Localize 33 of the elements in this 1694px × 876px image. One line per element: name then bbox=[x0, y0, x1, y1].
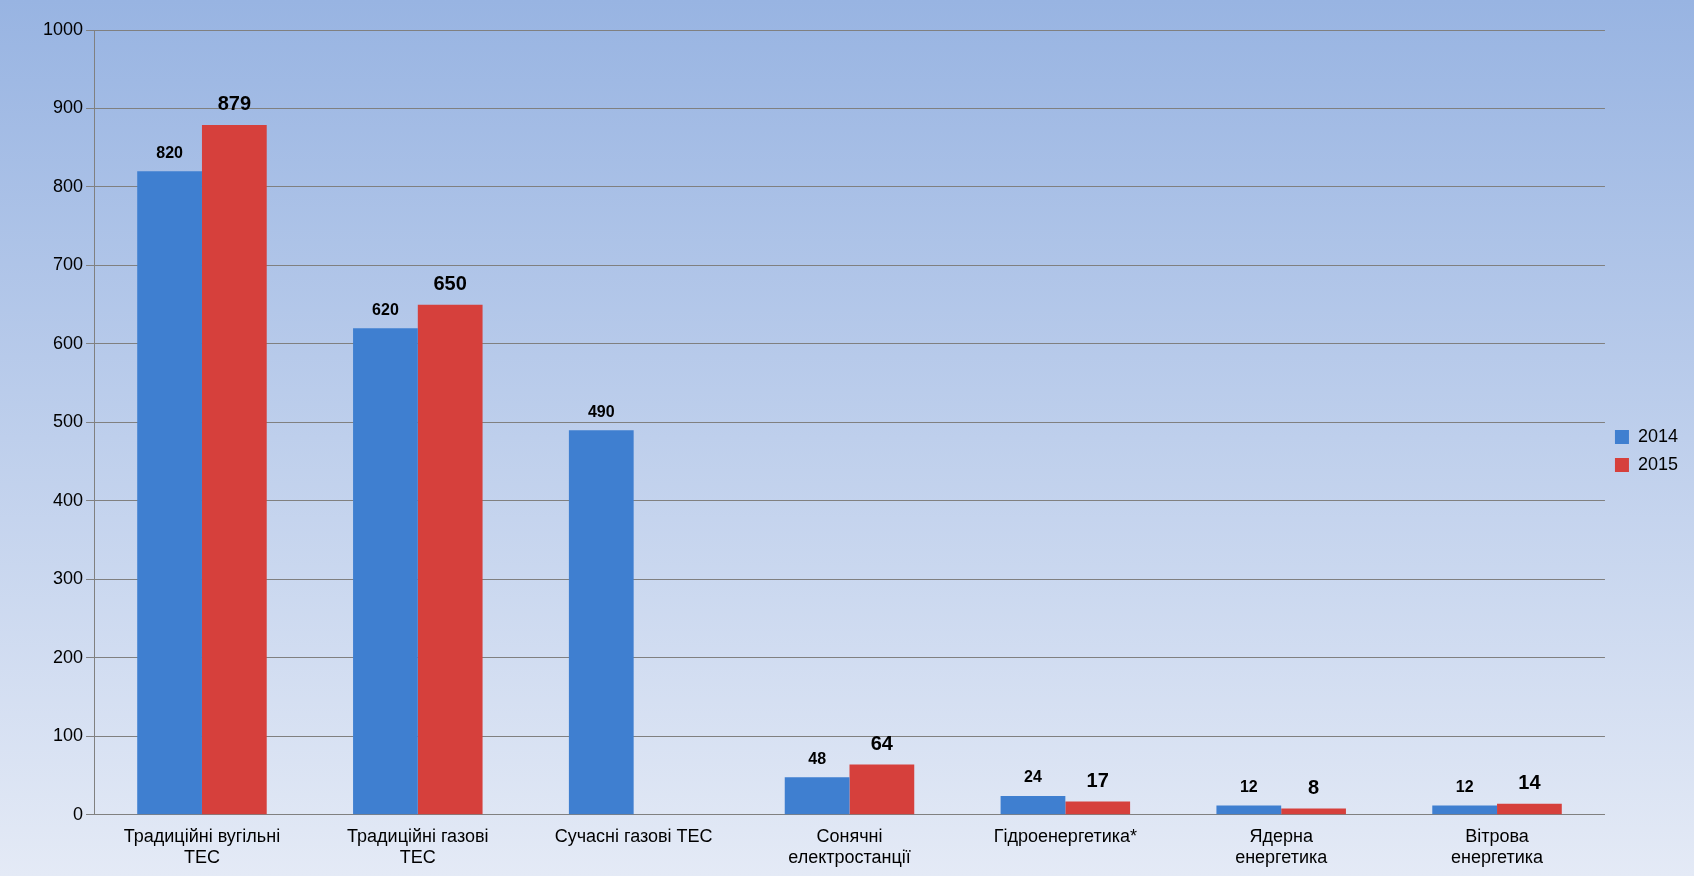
data-label: 64 bbox=[870, 732, 894, 755]
data-label: 620 bbox=[372, 300, 399, 318]
y-tick-label: 400 bbox=[53, 489, 84, 510]
data-label: 12 bbox=[1455, 777, 1474, 795]
data-label: 650 bbox=[433, 272, 467, 295]
x-tick-label: Вітрова енергетика bbox=[1450, 825, 1545, 868]
y-tick-label: 0 bbox=[73, 803, 84, 824]
data-label: 820 bbox=[156, 143, 184, 161]
data-label: 48 bbox=[808, 749, 827, 767]
data-label: 12 bbox=[1239, 777, 1258, 795]
x-tick-label: Сонячні електростанції bbox=[788, 825, 911, 868]
data-label: 879 bbox=[217, 92, 252, 115]
data-label: 490 bbox=[587, 402, 615, 420]
y-tick-label: 900 bbox=[53, 97, 84, 118]
data-label: 8 bbox=[1308, 776, 1320, 799]
data-label: 17 bbox=[1086, 768, 1109, 791]
x-tick-label: Сучасні газові ТЕС bbox=[554, 825, 713, 846]
y-tick-label: 500 bbox=[53, 411, 84, 432]
y-tick-label: 800 bbox=[53, 175, 84, 196]
y-tick-label: 100 bbox=[53, 725, 84, 746]
x-tick-label: Гідроенергетика* bbox=[993, 825, 1138, 846]
legend-label: 2015 bbox=[1637, 453, 1678, 474]
y-tick-label: 200 bbox=[53, 646, 84, 667]
data-label: 14 bbox=[1518, 771, 1542, 794]
x-tick-label: Традиційні газові ТЕС bbox=[347, 825, 489, 868]
y-tick-label: 700 bbox=[53, 254, 84, 275]
x-tick-label: Традиційні вугільні ТЕС bbox=[123, 825, 281, 868]
y-tick-label: 600 bbox=[53, 332, 84, 353]
legend-label: 2014 bbox=[1637, 425, 1678, 446]
x-tick-label: Ядерна енергетика bbox=[1235, 825, 1329, 868]
y-tick-label: 300 bbox=[53, 568, 84, 589]
y-tick-label: 1000 bbox=[43, 18, 84, 39]
data-label: 24 bbox=[1024, 768, 1042, 786]
